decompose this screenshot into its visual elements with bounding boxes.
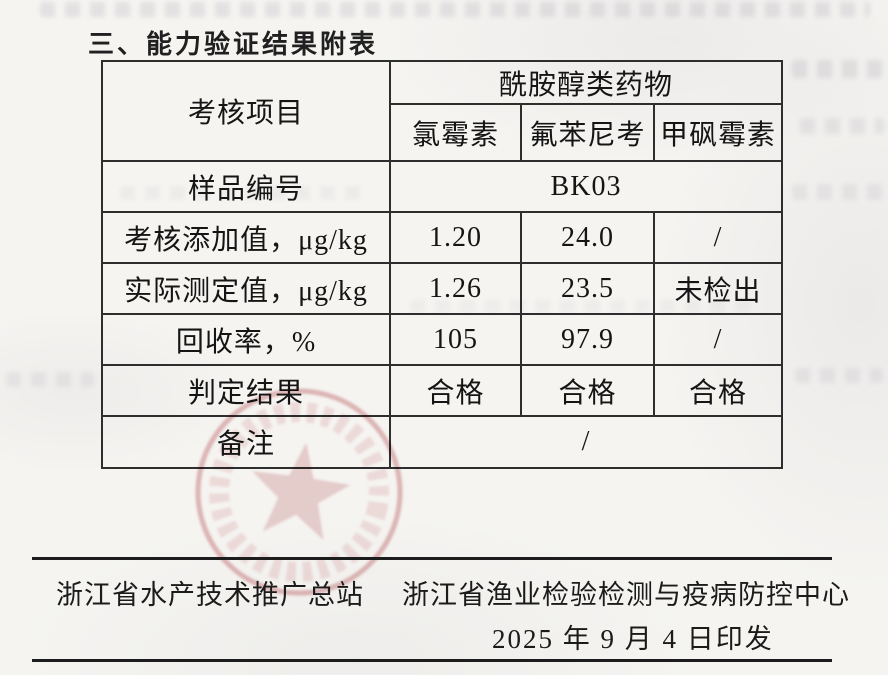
table-row: 备注 / [101,415,783,469]
value-cell: 24.0 [520,211,655,264]
footer-bottom-rule [32,659,832,662]
row-label: 考核添加值，μg/kg [101,211,391,264]
value-cell: 合格 [389,364,522,417]
value-cell: 105 [389,313,522,366]
value-cell: / [653,211,783,264]
value-cell: 1.20 [389,211,522,264]
value-cell: / [653,313,783,366]
row-label: 回收率，% [101,313,391,366]
sample-id-cell: BK03 [389,160,783,213]
row-label: 判定结果 [101,364,391,417]
row-label: 实际测定值，μg/kg [101,262,391,315]
table-corner-header: 考核项目 [101,60,391,162]
scan-bleedthrough-noise [795,368,883,383]
value-cell: 未检出 [653,262,783,315]
org-name-left: 浙江省水产技术推广总站 [56,580,364,610]
column-header: 甲砜霉素 [653,103,783,162]
scan-bleedthrough-noise [800,118,884,134]
value-cell: 合格 [653,364,783,417]
org-name-right: 浙江省渔业检验检测与疫病防控中心 [402,580,850,610]
value-cell: 23.5 [520,262,655,315]
table-row: 实际测定值，μg/kg 1.26 23.5 未检出 [101,262,783,315]
value-cell: 1.26 [389,262,522,315]
row-label: 备注 [101,415,391,469]
footer-issue-date: 2025 年 9 月 4 日印发 [492,624,774,654]
table-row: 回收率，% 105 97.9 / [101,313,783,366]
page-title: 三、能力验证结果附表 [88,29,379,59]
footer-top-rule [32,557,832,560]
results-table: 考核项目 酰胺醇类药物 氯霉素 氟苯尼考 甲砜霉素 样品编号 BK03 考核添加… [101,60,783,469]
row-label: 样品编号 [101,160,391,213]
scan-bleedthrough-noise [40,2,870,17]
table-row: 样品编号 BK03 [101,160,783,213]
remark-cell: / [389,415,783,469]
scan-bleedthrough-noise [792,60,884,78]
table-row: 考核添加值，μg/kg 1.20 24.0 / [101,211,783,264]
value-cell: 合格 [520,364,655,417]
table-row: 判定结果 合格 合格 合格 [101,364,783,417]
footer-organizations: 浙江省水产技术推广总站 浙江省渔业检验检测与疫病防控中心 [56,573,849,612]
table-group-header: 酰胺醇类药物 [389,60,783,105]
value-cell: 97.9 [520,313,655,366]
column-header: 氯霉素 [389,103,522,162]
scan-bleedthrough-noise [6,372,94,387]
scan-bleedthrough-noise [792,184,884,200]
column-header: 氟苯尼考 [520,103,655,162]
